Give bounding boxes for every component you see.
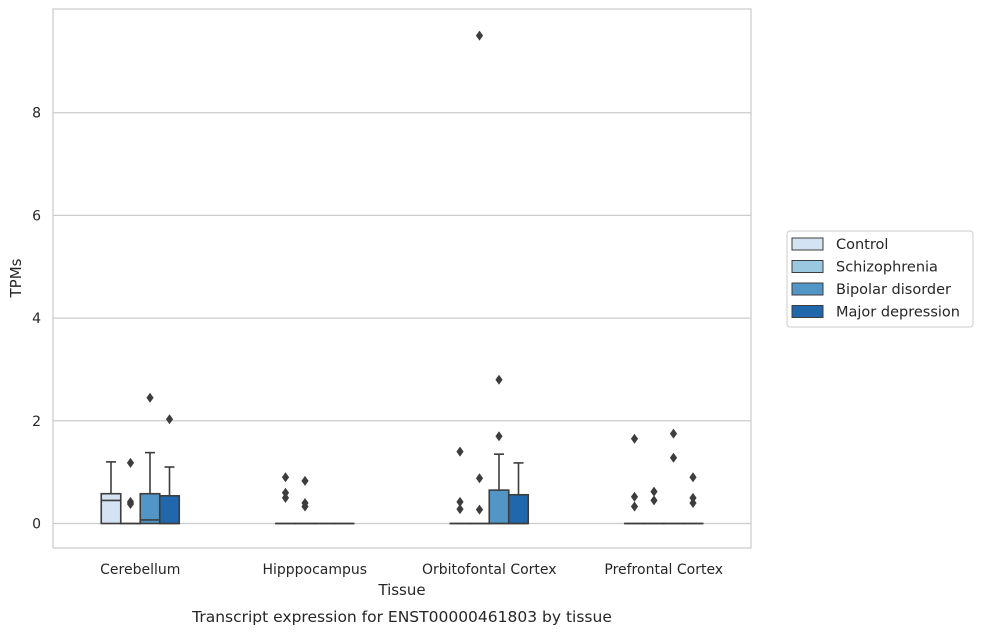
outlier-point bbox=[669, 428, 678, 439]
x-tick-label: Prefrontal Cortex bbox=[604, 562, 723, 578]
outlier-point bbox=[689, 497, 697, 508]
box bbox=[139, 492, 161, 525]
y-axis-label: TPMs bbox=[7, 258, 25, 298]
y-tick-label: 6 bbox=[32, 208, 41, 224]
x-tick-label: Orbitofontal Cortex bbox=[422, 562, 557, 578]
box bbox=[158, 494, 181, 525]
box-series bbox=[100, 30, 704, 525]
legend-swatch bbox=[791, 305, 824, 318]
box bbox=[507, 493, 530, 525]
legend-swatch bbox=[791, 282, 824, 296]
outlier-point bbox=[475, 504, 484, 515]
outlier-point bbox=[301, 475, 309, 486]
x-tick-label: Cerebellum bbox=[100, 562, 180, 578]
outlier-point bbox=[630, 501, 639, 512]
box bbox=[100, 492, 122, 525]
outlier-point bbox=[281, 487, 290, 498]
legend-label: Control bbox=[836, 237, 888, 253]
outlier-point bbox=[630, 433, 639, 444]
outlier-point bbox=[630, 491, 639, 502]
outlier-point bbox=[650, 495, 658, 506]
outlier-point bbox=[146, 392, 154, 403]
outlier-point bbox=[126, 457, 135, 468]
outlier-point bbox=[165, 414, 174, 425]
y-tick-label: 2 bbox=[32, 414, 41, 430]
x-tick-label: Hipppocampus bbox=[262, 562, 367, 578]
legend-label: Major depression bbox=[836, 305, 960, 321]
legend-label: Bipolar disorder bbox=[836, 282, 951, 298]
chart-caption: Transcript expression for ENST0000046180… bbox=[191, 608, 612, 626]
box bbox=[488, 489, 510, 525]
outlier-point bbox=[126, 496, 135, 507]
x-axis-label: Tissue bbox=[377, 581, 425, 599]
y-tick-label: 0 bbox=[32, 517, 41, 533]
outlier-point bbox=[689, 472, 697, 483]
outlier-point bbox=[689, 492, 697, 503]
legend-frame bbox=[786, 230, 974, 328]
outlier-point bbox=[281, 472, 290, 483]
outlier-point bbox=[495, 431, 503, 442]
y-tick-label: 4 bbox=[32, 311, 41, 327]
y-tick-labels: 0 2 4 6 8 bbox=[32, 106, 41, 533]
outlier-point bbox=[281, 492, 290, 503]
outlier-point bbox=[495, 374, 503, 385]
outlier-point bbox=[475, 473, 484, 484]
legend: Control Schizophrenia Bipolar disorder Majo… bbox=[786, 230, 974, 328]
legend-swatch bbox=[791, 237, 824, 251]
y-tick-label: 8 bbox=[32, 106, 41, 122]
outlier-point bbox=[456, 496, 464, 507]
outlier-point bbox=[650, 486, 658, 497]
legend-label: Schizophrenia bbox=[836, 260, 938, 276]
plot-area bbox=[52, 8, 752, 549]
outlier-point bbox=[456, 446, 464, 457]
x-tick-labels: Cerebellum Hipppocampus Orbitofontal Corte… bbox=[100, 562, 723, 578]
grid-lines bbox=[53, 112, 751, 525]
legend-swatch bbox=[791, 260, 824, 273]
outlier-point bbox=[456, 504, 464, 515]
outlier-point bbox=[669, 452, 678, 463]
outlier-point bbox=[475, 30, 484, 41]
outlier-point bbox=[301, 497, 309, 508]
